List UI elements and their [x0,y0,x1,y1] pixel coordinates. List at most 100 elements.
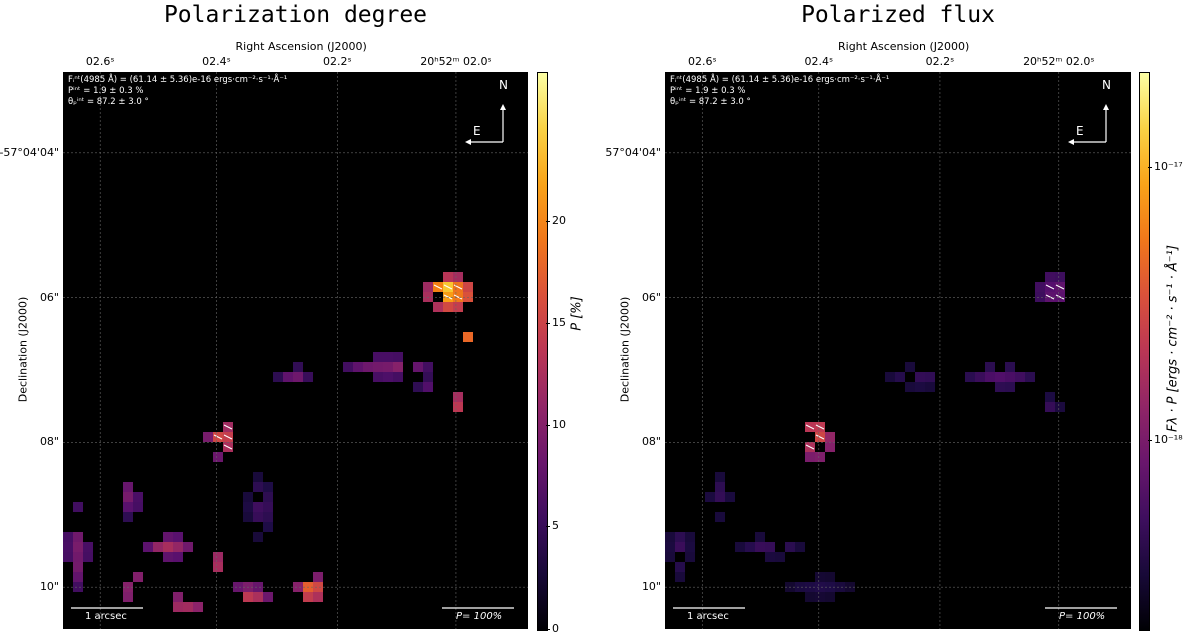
heatmap-pixel [925,382,935,392]
heatmap-pixel [815,592,825,602]
heatmap-pixel [995,382,1005,392]
colorbar-tick-label: 15 [552,315,566,329]
heatmap-pixel [423,362,433,372]
x-axis-label: Right Ascension (J2000) [235,40,367,53]
heatmap-pixel [685,532,695,542]
heatmap-pixel [63,542,73,552]
x-tick-label: 20ʰ52ᵐ 02.0ˢ [420,55,492,68]
heatmap-pixel [123,482,133,492]
integrated-values: Fᵢⁿᵗ(4985 Å) = (61.14 ± 5.36)e-16 ergs·c… [670,75,889,108]
colorbar-label: P [%] [569,296,585,331]
heatmap-pixel [263,522,273,532]
heatmap-pixel [73,502,83,512]
heatmap-pixel [685,542,695,552]
x-tick-label: 02.4ˢ [804,55,834,68]
compass [1068,104,1109,145]
heatmap-pixel [293,362,303,372]
colorbar-label: Fλ · P [ergs · cm⁻² · s⁻¹ · Å⁻¹] [1165,244,1181,432]
heatmap-pixel [975,372,985,382]
heatmap-pixel [985,372,995,382]
integrated-values: Fᵢⁿᵗ(4985 Å) = (61.14 ± 5.36)e-16 ergs·c… [68,75,287,108]
panel-title: Polarization degree [163,2,428,28]
heatmap-pixel [1055,402,1065,412]
heatmap-pixel [453,392,463,402]
polarization-vector [1055,294,1065,300]
scalebar-label: 1 arcsec [687,611,729,622]
heatmap-pixel [123,512,133,522]
heatmap-pixel [765,542,775,552]
arrow-head [1068,139,1074,145]
heatmap-pixel [263,492,273,502]
heatmap-pixel [685,552,695,562]
heatmap-pixel [143,542,153,552]
heatmap-pixel [373,352,383,362]
heatmap-pixel [83,542,93,552]
polarization-vector [433,284,443,290]
heatmap-pixel [313,582,323,592]
x-tick-label: 02.6ˢ [85,55,115,68]
x-tick-label: 02.2ˢ [323,55,352,68]
heatmap-pixel [123,592,133,602]
heatmap-pixel [213,552,223,562]
polarization-vector [1045,284,1055,290]
heatmap-pixel [273,372,283,382]
heatmap-pixel [213,452,223,462]
heatmap-pixel [1045,402,1055,412]
heatmap-pixel [73,572,83,582]
y-axis-label: Declination (J2000) [618,296,632,402]
heatmap-pixel [313,572,323,582]
heatmap-pixel [735,542,745,552]
x-axis-label: Right Ascension (J2000) [838,40,970,53]
map-canvas [665,72,1131,629]
heatmap-pixel [825,442,835,452]
heatmap-pixel [915,382,925,392]
polarization-vector [223,444,233,450]
info-line: θₚⁱⁿᵗ = 87.2 ± 3.0 ° [68,97,149,107]
heatmap-pixel [675,572,685,582]
heatmap-pixel [1025,372,1035,382]
heatmap-pixel [193,602,203,612]
heatmap-pixel [243,492,253,502]
pbar-label: P= 100% [456,611,503,622]
heatmap-pixel [263,502,273,512]
x-tick-label: 02.4ˢ [202,55,231,68]
heatmap-pixel [383,352,393,362]
heatmap-pixel [665,552,675,562]
info-line: Fᵢⁿᵗ(4985 Å) = (61.14 ± 5.36)e-16 ergs·c… [68,75,288,85]
y-tick-label: 10" [39,580,59,594]
heatmap-pixel [413,382,423,392]
colorbar [537,72,548,631]
scalebar-label: 1 arcsec [85,611,127,622]
colorbar-tick-label: 20 [552,214,566,228]
heatmap-pixel [133,492,143,502]
polarization-vector [453,284,463,290]
heatmap-pixel [163,552,173,562]
heatmap-pixel [393,352,403,362]
heatmap-pixel [423,372,433,382]
heatmap-pixel [63,552,73,562]
heatmap-pixel [163,542,173,552]
heatmap-pixel [675,532,685,542]
heatmap-pixel [173,552,183,562]
y-tick-label: 10" [641,580,661,594]
heatmap-pixel [383,372,393,382]
info-line: Fᵢⁿᵗ(4985 Å) = (61.14 ± 5.36)e-16 ergs·c… [670,75,890,85]
heatmap-pixel [353,362,363,372]
heatmap-pixel [1045,272,1055,282]
panel-title: Polarized flux [801,2,995,28]
heatmap-pixel [423,282,433,292]
heatmap-pixel [253,582,263,592]
heatmap-pixel [123,492,133,502]
heatmap-pixel [675,542,685,552]
y-axis-label: Declination (J2000) [16,296,30,402]
heatmap-pixel [905,382,915,392]
colorbar-tick-mark [546,629,550,630]
colorbar-tick-mark [1148,166,1152,168]
heatmap-pixel [745,542,755,552]
colorbar-tick-mark [546,221,550,223]
heatmap-pixel [343,362,353,372]
heatmap-pixel [815,582,825,592]
y-tick-label: -57°04'04" [0,145,59,159]
y-tick-label: 57°04'04" [605,145,661,159]
heatmap-pixel [755,532,765,542]
